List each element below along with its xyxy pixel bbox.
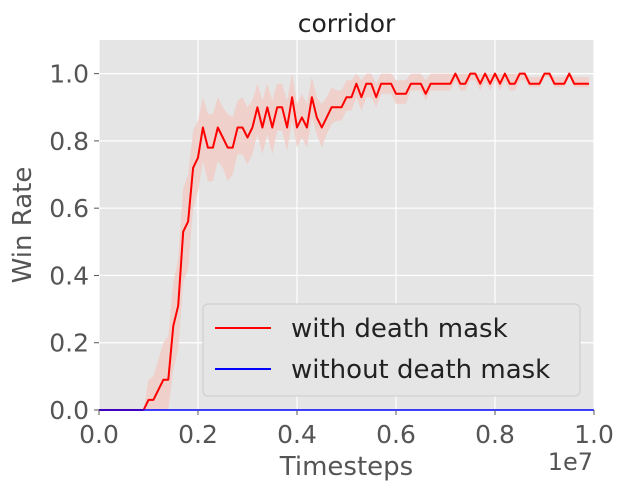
legend: with death mask without death mask — [202, 303, 581, 397]
x-tick-label: 1.0 — [574, 420, 614, 449]
x-tick-label: 0.0 — [79, 420, 119, 449]
x-axis-label: Timesteps — [279, 452, 413, 482]
series-line-layer — [99, 72, 594, 411]
legend-box — [202, 303, 581, 397]
x-axis-offset-label: 1e7 — [548, 448, 593, 476]
y-tick-label: 0.0 — [49, 396, 89, 425]
confidence-band-with-death-mask — [99, 73, 589, 410]
y-axis: 0.0 0.2 0.4 0.6 0.8 1.0 — [49, 60, 99, 425]
confidence-band-layer — [99, 73, 589, 410]
y-tick-label: 1.0 — [49, 60, 89, 89]
y-tick-label: 0.8 — [49, 127, 89, 156]
y-tick-label: 0.4 — [49, 261, 89, 290]
x-tick-label: 0.8 — [475, 420, 515, 449]
y-tick-label: 0.6 — [49, 194, 89, 223]
series-line-with-death-mask — [99, 72, 589, 411]
x-axis: 0.0 0.2 0.4 0.6 0.8 1.0 — [79, 410, 614, 449]
legend-label-without-death-mask: without death mask — [291, 355, 550, 385]
y-axis-label: Win Rate — [8, 167, 38, 284]
y-tick-label: 0.2 — [49, 329, 89, 358]
x-tick-label: 0.6 — [376, 420, 416, 449]
x-tick-label: 0.2 — [178, 420, 218, 449]
chart-title: corridor — [298, 9, 396, 38]
legend-label-with-death-mask: with death mask — [291, 314, 508, 344]
x-tick-label: 0.4 — [277, 420, 317, 449]
